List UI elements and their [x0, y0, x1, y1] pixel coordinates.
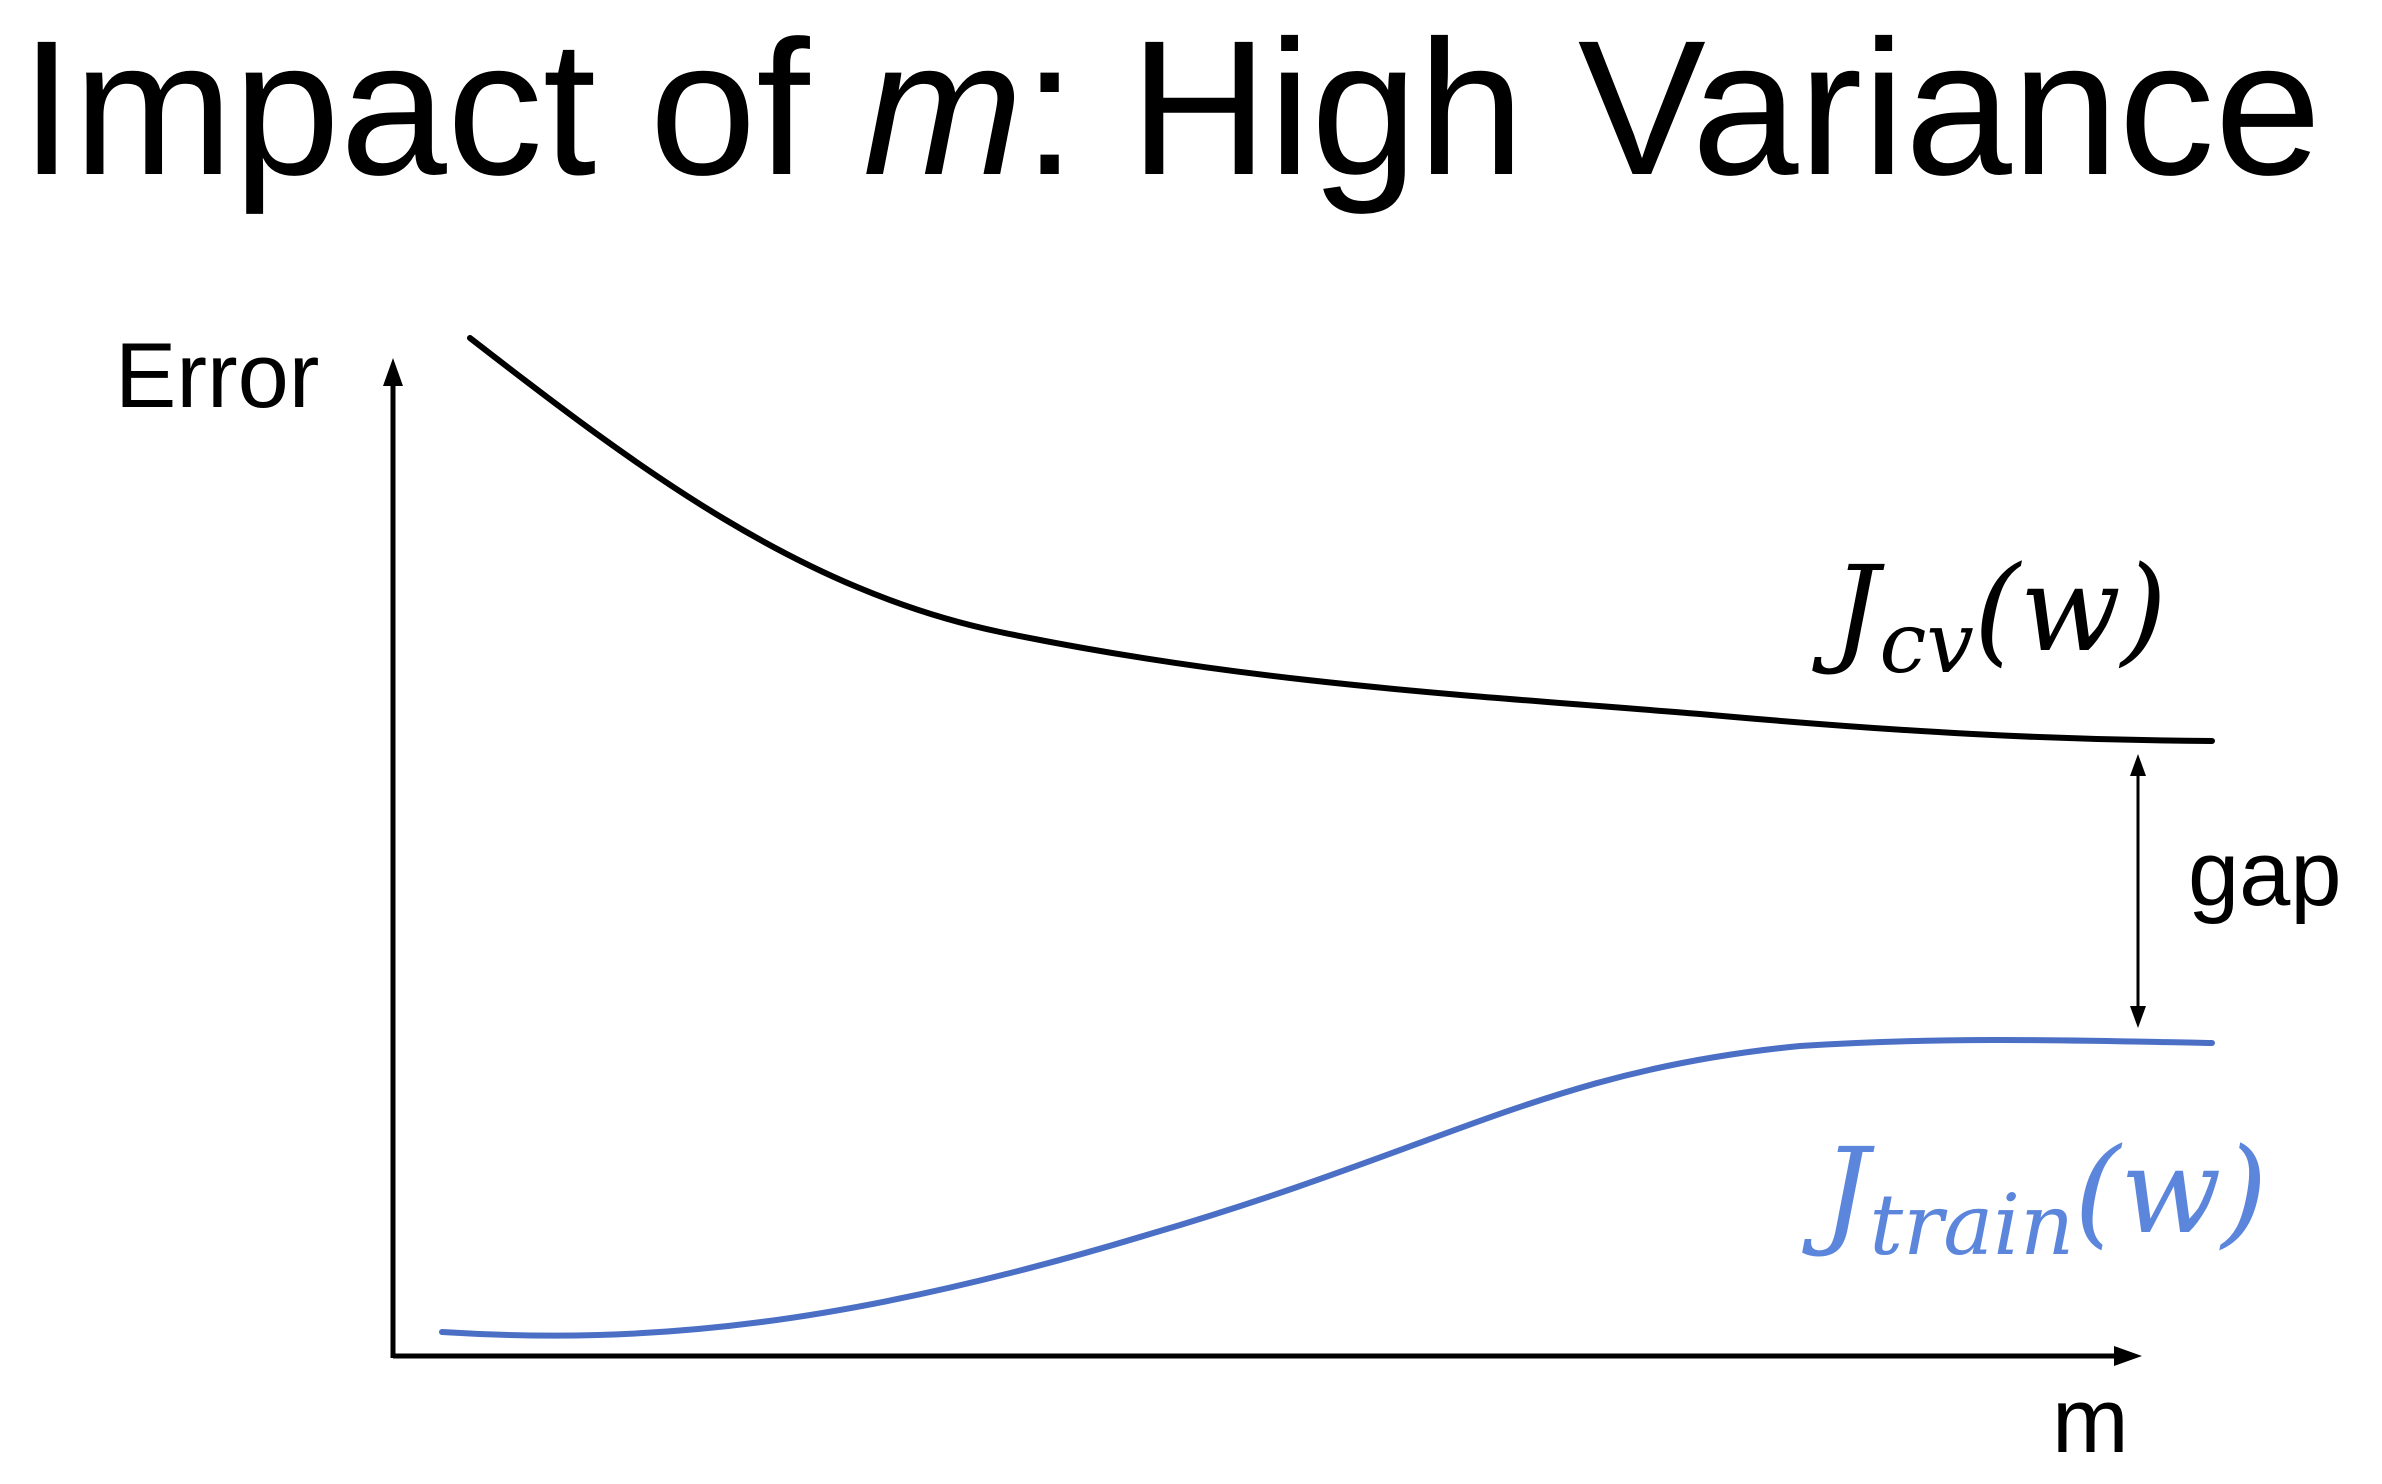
y-axis-label: Error	[115, 325, 319, 427]
cv-curve-label: Jcv(w)	[1812, 540, 2167, 692]
title-suffix: : High Variance	[1022, 0, 2322, 215]
slide-title: Impact of m: High Variance	[20, 0, 2321, 219]
title-variable: m	[863, 0, 1023, 215]
train-subscript: train	[1869, 1176, 2074, 1274]
train-curve-label: Jtrain(w)	[1802, 1122, 2267, 1274]
gap-label: gap	[2188, 823, 2342, 925]
y-axis-arrowhead	[383, 358, 403, 386]
train-argument: (w)	[2074, 1122, 2267, 1260]
x-axis-label: m	[2052, 1370, 2129, 1472]
gap-arrow-head-bottom	[2130, 1006, 2146, 1028]
train-symbol: J	[1802, 1122, 1875, 1260]
gap-arrow-head-top	[2130, 754, 2146, 776]
cv-argument: (w)	[1974, 540, 2167, 678]
cv-symbol: J	[1812, 540, 1885, 678]
x-axis-arrowhead	[2114, 1346, 2142, 1366]
cv-subscript: cv	[1879, 594, 1974, 692]
cv-error-curve	[467, 335, 2215, 744]
train-error-curve	[439, 1036, 2215, 1339]
title-prefix: Impact of	[20, 0, 863, 215]
